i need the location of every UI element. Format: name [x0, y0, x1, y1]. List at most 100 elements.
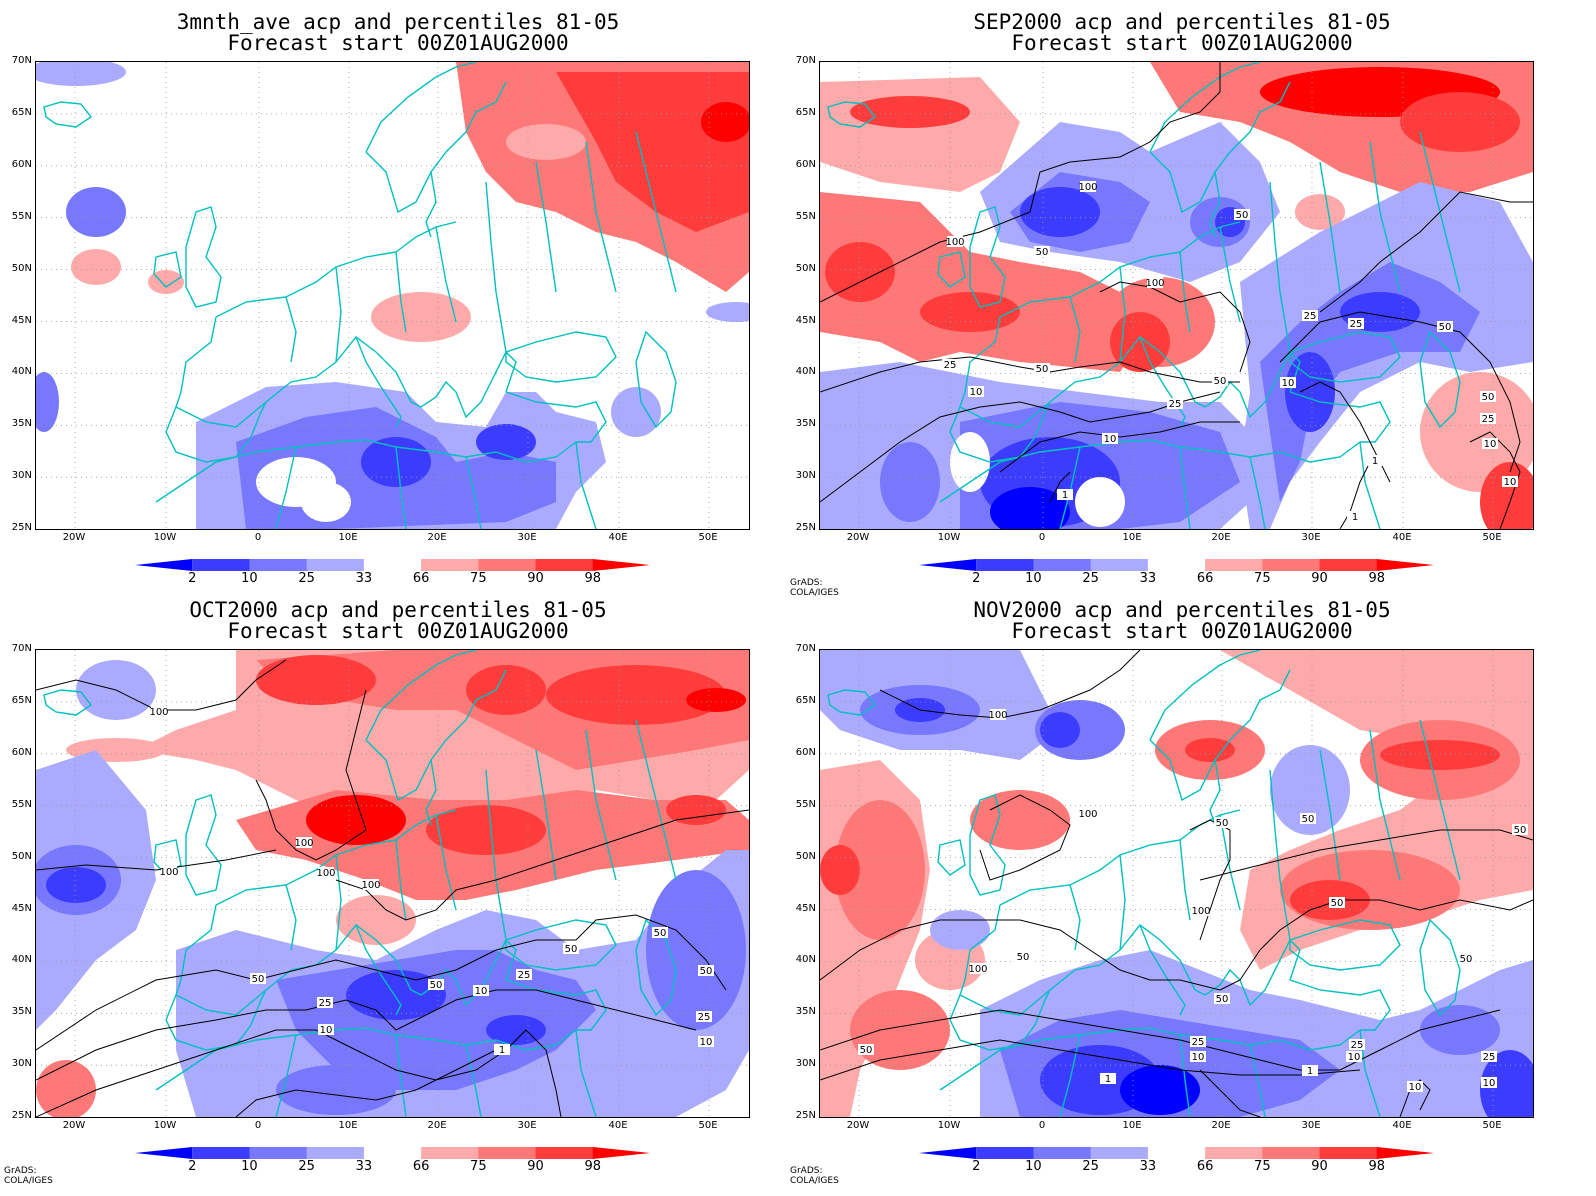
percentile-fill-66-75 [371, 292, 471, 342]
lat-tick-label: 65N [11, 694, 32, 706]
map-area: 100 100 50 100 50 25 25 50 10 25 10 50 1 50 25 10 1 10 50 2… [819, 61, 1534, 530]
lat-tick-label: 65N [795, 694, 816, 706]
colorbar-label: 75 [1254, 571, 1271, 586]
contour-label: 1 [499, 1045, 505, 1056]
contour-label: 25 [1350, 319, 1363, 330]
percentile-fill-90-98 [920, 292, 1020, 332]
contour-label: 100 [1191, 906, 1210, 917]
percentile-fill-below-2 [990, 487, 1070, 529]
colorbar-segment [1262, 1147, 1321, 1159]
lon-tick-label: 50E [698, 1120, 718, 1131]
acp-contour-line [36, 659, 287, 711]
contour-label: 100 [361, 880, 380, 891]
percentile-fill-66-75 [1420, 372, 1533, 492]
acp-contour-line [1099, 281, 1251, 373]
percentile-fill-66-75 [820, 77, 1020, 192]
lat-tick-label: 35N [795, 1006, 816, 1018]
lon-tick-label: 10W [153, 532, 177, 543]
contour-label: 100 [945, 237, 964, 248]
lon-tick-label: 20E [427, 532, 447, 543]
contour-label: 50 [430, 980, 443, 991]
colorbar-label: 33 [1139, 1159, 1157, 1174]
colorbar [919, 559, 1434, 571]
acp-contour-line [1029, 62, 1221, 213]
lat-tick-label: 55N [11, 210, 32, 222]
lon-tick-label: 40E [608, 1120, 628, 1131]
lon-tick-label: 50E [1482, 1120, 1502, 1131]
contour-label: 10 [1104, 434, 1117, 445]
acp-contour-line [36, 989, 697, 1081]
contour-label: 50 [1216, 818, 1229, 829]
colorbar-segment [249, 559, 308, 571]
colorbar-label: 75 [470, 571, 487, 586]
contour-label: 25 [1483, 1052, 1496, 1063]
contour-label: 100 [149, 707, 168, 718]
contour-label: 100 [294, 838, 313, 849]
contour-label: 1 [1352, 512, 1358, 523]
contour-label: 25 [1169, 399, 1182, 410]
colorbar-segment [1147, 1147, 1206, 1159]
lat-tick-label: 40N [11, 366, 32, 378]
contour-label: 50 [1236, 210, 1249, 221]
percentile-fill-90-98 [825, 242, 895, 302]
colorbar-segment [135, 1147, 193, 1159]
contour-label: 25 [698, 1012, 711, 1023]
grads-credit: GrADS: COLA/IGES [790, 1166, 839, 1186]
colorbar-segment [1147, 559, 1206, 571]
acp-contour-line [979, 794, 1071, 881]
colorbar-label: 25 [1082, 571, 1099, 586]
panel-title-line2: Forecast start 00Z01AUG2000 [227, 31, 569, 55]
contour-label: 50 [1017, 952, 1030, 963]
contour-label: 100 [988, 710, 1007, 721]
lat-tick-label: 35N [11, 418, 32, 430]
lat-tick-label: 50N [795, 262, 816, 274]
colorbar-label: 66 [412, 1159, 430, 1174]
lat-tick-label: 70N [11, 643, 32, 654]
colorbar-segment [478, 559, 537, 571]
contour-label: 25 [518, 970, 531, 981]
coastline-borders [43, 650, 677, 1117]
colorbar-label: 33 [355, 571, 373, 586]
percentile-fill-25-33 [66, 187, 126, 237]
contour-label: 25 [1304, 311, 1317, 322]
colorbar-segment [1262, 559, 1321, 571]
colorbar-label: 2 [188, 1159, 197, 1174]
lat-tick-label: 70N [795, 55, 816, 66]
colorbar-segment [135, 559, 193, 571]
colorbar [919, 1147, 1434, 1159]
lon-tick-label: 40E [1392, 532, 1412, 543]
lon-tick-label: 20W [846, 1120, 870, 1131]
contour-label: 25 [319, 998, 332, 1009]
contour-label: 50 [252, 974, 265, 985]
percentile-fill-above-98 [686, 688, 746, 712]
grads-credit: GrADS: COLA/IGES [4, 1166, 53, 1186]
percentile-fill-2-10 [476, 424, 536, 460]
colorbar-segment [1205, 1147, 1263, 1159]
percentile-fill-2-10 [1285, 352, 1335, 432]
colorbar-label: 98 [584, 571, 602, 586]
acp-contour-line [879, 650, 1141, 719]
colorbar-label: 66 [412, 571, 430, 586]
colorbar-label: 33 [355, 1159, 373, 1174]
colorbar-segment [592, 1147, 650, 1159]
lat-tick-label: 25N [795, 1110, 816, 1122]
lat-tick-label: 55N [11, 798, 32, 810]
colorbar-label: 98 [1368, 1159, 1386, 1174]
colorbar-segment [421, 559, 479, 571]
acp-contour-line [820, 919, 1221, 991]
colorbar-label: 90 [527, 571, 544, 586]
colorbar-label: 10 [241, 571, 258, 586]
colorbar-segment [919, 1147, 977, 1159]
acp-contour-line [36, 1029, 562, 1117]
colorbar-segment [592, 559, 650, 571]
map-svg: 1001001001001005050255010251251050502510 [36, 650, 749, 1117]
acp-contour-line [335, 809, 749, 921]
lon-tick-label: 0 [254, 532, 262, 543]
percentile-fill-66-75 [1295, 194, 1345, 230]
contour-label: 50 [1460, 954, 1473, 965]
colorbar-segment [1033, 559, 1092, 571]
colorbar [135, 1147, 650, 1159]
lon-tick-label: 30E [1301, 532, 1321, 543]
percentile-fill-33-66 [301, 482, 351, 522]
colorbar-label: 2 [972, 571, 981, 586]
